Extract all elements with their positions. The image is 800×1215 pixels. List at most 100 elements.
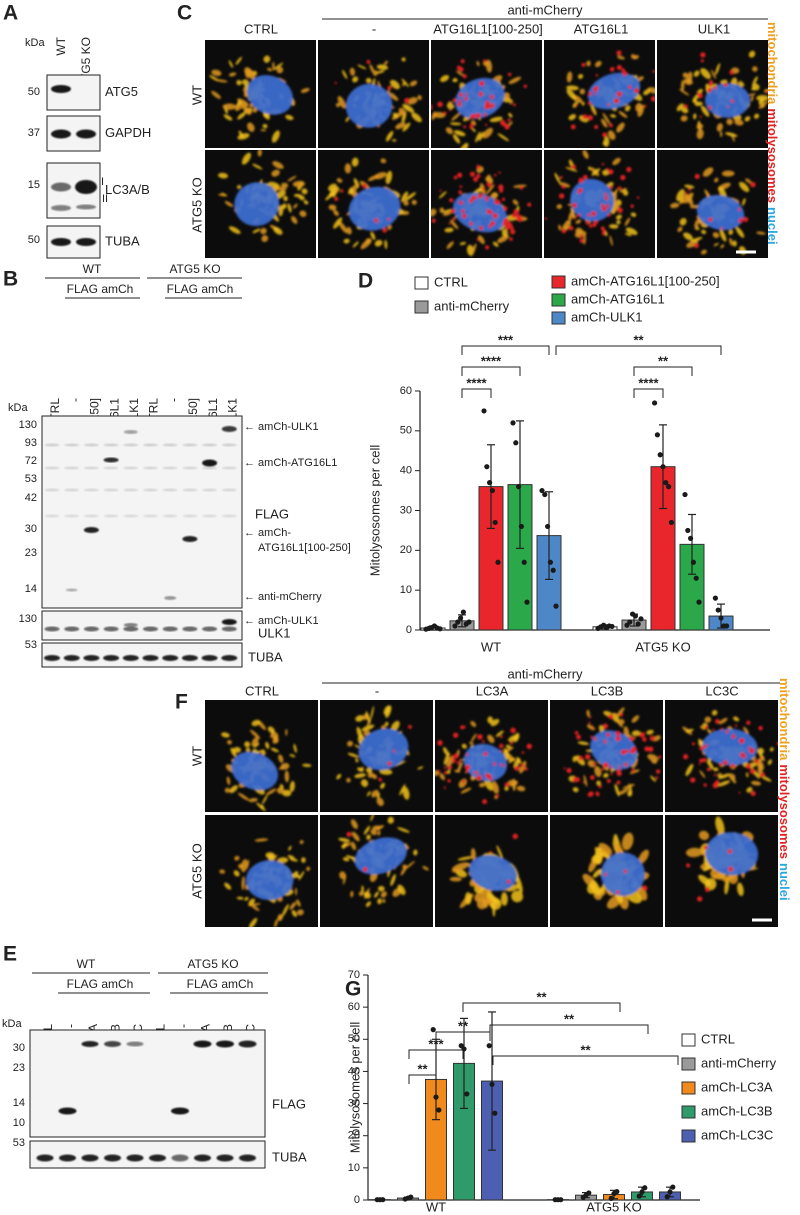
- mitochondria: [361, 885, 364, 893]
- y-tick-label: 0: [354, 1194, 360, 1206]
- mitochondria: [293, 743, 297, 753]
- blot-band: [216, 1040, 234, 1048]
- blot-band: [239, 1154, 256, 1162]
- mitolysosome: [572, 217, 576, 220]
- mitolysosome: [649, 735, 655, 741]
- mitochondria: [221, 732, 230, 738]
- mitochondria: [251, 719, 261, 727]
- mitolysosome: [408, 724, 412, 729]
- mitochondria: [297, 909, 304, 916]
- mitochondria: [619, 188, 628, 193]
- mitochondria: [284, 770, 290, 783]
- mitolysosome: [577, 191, 581, 194]
- mitochondria: [733, 716, 740, 722]
- kda-marker: 37: [28, 127, 40, 139]
- panel-letter: B: [3, 268, 18, 291]
- mitolysosome: [579, 238, 585, 244]
- blot-frame: [46, 74, 101, 111]
- data-point: [657, 452, 663, 458]
- mitochondria: [715, 63, 721, 76]
- mitochondria: [244, 897, 249, 901]
- data-point: [693, 575, 699, 581]
- data-point: [660, 464, 666, 470]
- data-point: [489, 487, 495, 494]
- panel-letter: C: [177, 2, 192, 25]
- data-point: [437, 626, 443, 632]
- mitolysosome: [694, 173, 700, 180]
- mitolysosome: [574, 104, 578, 107]
- mitolysosome: [628, 85, 632, 89]
- mitochondria: [272, 735, 279, 744]
- mitolysosome: [743, 216, 749, 222]
- mitolysosome: [571, 202, 577, 208]
- mitochondria: [380, 782, 385, 789]
- mitolysosome: [437, 770, 441, 774]
- mitochondria: [616, 707, 625, 718]
- mitolysosome: [498, 184, 504, 190]
- mitochondria: [470, 848, 476, 861]
- mitochondria: [361, 724, 375, 732]
- mitolysosome: [526, 743, 532, 749]
- band-label: I: [101, 176, 104, 188]
- micrograph-signal: [670, 167, 766, 255]
- mitolysosome: [696, 92, 700, 96]
- data-point: [489, 1081, 495, 1087]
- mitochondria: [266, 788, 277, 796]
- mitochondria: [347, 752, 359, 758]
- mitochondria: [351, 831, 360, 842]
- mitochondria: [482, 127, 493, 139]
- mitochondria: [236, 79, 242, 86]
- mitolysosome: [703, 845, 708, 850]
- blot-band: [221, 514, 237, 518]
- mitochondria: [366, 834, 371, 840]
- mitolysosome: [574, 731, 579, 735]
- blot-band: [123, 466, 139, 470]
- blot-frame: [29, 1140, 266, 1169]
- mitolysosome: [504, 782, 510, 788]
- mitochondria: [299, 840, 304, 845]
- significance-label: **: [658, 353, 669, 368]
- stain-name: mitolysosomes: [765, 108, 780, 203]
- mitochondria: [333, 209, 339, 217]
- mitochondria: [694, 223, 699, 228]
- mitochondria: [748, 93, 756, 97]
- mitochondria: [718, 717, 728, 725]
- mitochondria: [440, 74, 450, 83]
- mitochondria: [233, 870, 240, 877]
- mitolysosome: [489, 210, 493, 215]
- mitolysosome: [458, 99, 462, 102]
- mitolysosome: [468, 198, 474, 203]
- mitolysosome: [699, 746, 704, 751]
- mitolysosome: [698, 763, 701, 766]
- mitochondria: [298, 195, 305, 201]
- band-label: II: [102, 193, 108, 205]
- mitochondria: [397, 827, 410, 833]
- column-label: LC3A: [476, 683, 509, 698]
- mitolysosome: [728, 866, 734, 872]
- data-point: [380, 1197, 386, 1203]
- blot-band: [83, 527, 99, 533]
- micrograph: [657, 40, 768, 148]
- mitochondria: [370, 706, 374, 720]
- blot-annotation: ← amCh-ATG16L1: [244, 457, 337, 469]
- mitochondria: [745, 772, 749, 778]
- blot-band: [51, 85, 71, 93]
- data-point: [460, 609, 466, 615]
- mitochondria: [399, 784, 406, 796]
- blot-band: [221, 426, 237, 432]
- micrograph: [544, 150, 655, 258]
- blot-band: [51, 205, 71, 211]
- mitolysosome: [642, 885, 648, 891]
- stain-name: mitochondria: [777, 678, 792, 761]
- mitochondria: [554, 172, 561, 184]
- mitochondria: [348, 187, 354, 195]
- data-point: [521, 559, 527, 565]
- stain-name: mitolysosomes: [777, 764, 792, 859]
- mitochondria: [741, 198, 746, 206]
- mitolysosome: [578, 755, 584, 761]
- mitochondria: [292, 180, 305, 188]
- mitolysosome: [626, 166, 632, 173]
- blot-band: [143, 514, 158, 518]
- mitochondria: [377, 830, 381, 836]
- mitochondria: [504, 786, 509, 791]
